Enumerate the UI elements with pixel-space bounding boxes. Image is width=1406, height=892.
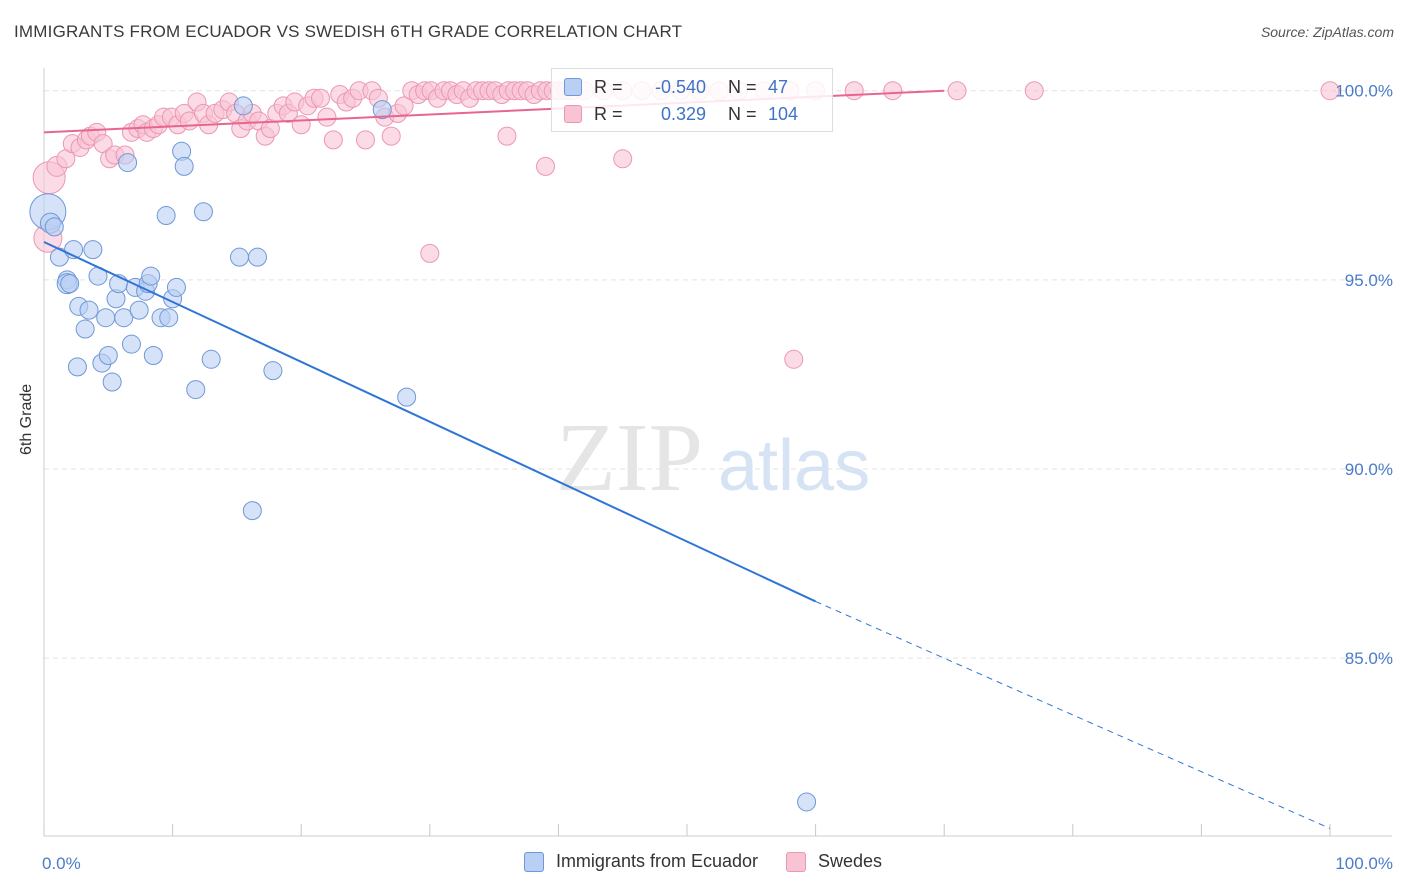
ecuador-point [129, 300, 149, 320]
ecuador-point [143, 346, 163, 366]
legend-item-ecuador[interactable]: Immigrants from Ecuador [523, 851, 758, 872]
chart-source: Source: ZipAtlas.com [1260, 24, 1394, 40]
ecuador-point [156, 206, 176, 226]
ecuador-point [79, 300, 99, 320]
swedes-point [291, 115, 311, 135]
legend-swatch-ecuador [564, 78, 582, 96]
watermark-zip: ZIP [556, 404, 703, 512]
legend-row-swedes: R = 0.329 N = 104 [564, 101, 798, 127]
watermark-atlas: atlas [718, 426, 870, 506]
y-tick-label: 85.0% [1345, 649, 1393, 668]
legend-n-label: N = [728, 76, 757, 97]
swedes-point [947, 81, 967, 101]
ecuador-point [247, 247, 267, 267]
swedes-point [323, 130, 343, 150]
legend-label-swedes: Swedes [818, 851, 883, 871]
ecuador-point [159, 308, 179, 328]
ecuador-point [118, 153, 138, 173]
ecuador-point [96, 308, 116, 328]
ecuador-point [174, 156, 194, 176]
ecuador-point [233, 96, 253, 116]
stats-legend: R = -0.540 N = 47 R = 0.329 N = 104 [551, 68, 833, 132]
watermark: ZIP atlas [556, 404, 870, 512]
ecuador-point [114, 308, 134, 328]
ecuador-point [60, 274, 80, 294]
ecuador-point [102, 372, 122, 392]
ecuador-point [372, 100, 392, 120]
x-tick-label: 0.0% [42, 854, 81, 873]
ecuador-point [797, 792, 817, 812]
swedes-point [317, 107, 337, 127]
ecuador-trend-extension [815, 600, 1331, 829]
legend-r-value: 0.329 [660, 103, 706, 124]
ecuador-point [121, 334, 141, 354]
swedes-point [784, 349, 804, 369]
legend-n-value: 47 [768, 76, 789, 97]
swedes-point [1320, 81, 1340, 101]
ecuador-trend-line [43, 241, 817, 603]
legend-swatch-swedes [786, 851, 806, 872]
legend-item-swedes[interactable]: Swedes [786, 851, 882, 872]
chart-title: IMMIGRANTS FROM ECUADOR VS SWEDISH 6TH G… [14, 22, 683, 41]
ecuador-point [83, 240, 103, 260]
legend-label-ecuador: Immigrants from Ecuador [555, 851, 758, 871]
swedes-point [310, 88, 330, 108]
ecuador-point [397, 387, 417, 407]
ecuador-point [186, 380, 206, 400]
ecuador-point [263, 361, 283, 381]
legend-swatch-swedes [564, 105, 582, 123]
x-tick-label: 100.0% [1335, 854, 1393, 873]
series-legend: Immigrants from Ecuador Swedes [0, 851, 1406, 872]
legend-r-value: -0.540 [654, 76, 706, 97]
y-tick-label: 100.0% [1335, 82, 1393, 101]
ecuador-points [29, 96, 817, 812]
swedes-point [883, 81, 903, 101]
swedes-point [356, 130, 375, 150]
ecuador-point [67, 357, 87, 377]
swedes-point [536, 156, 556, 176]
swedes-point [420, 243, 440, 263]
swedes-point [1024, 81, 1044, 101]
ecuador-point [166, 277, 186, 297]
legend-n-value: 104 [768, 103, 799, 124]
ecuador-point [193, 202, 213, 222]
ecuador-point [141, 266, 161, 286]
legend-r-label: R = [594, 103, 623, 124]
ecuador-point [201, 349, 221, 369]
ecuador-point [242, 501, 262, 521]
y-tick-label: 90.0% [1345, 460, 1393, 479]
legend-n-label: N = [728, 103, 757, 124]
swedes-point [844, 81, 864, 101]
ecuador-point [75, 319, 95, 339]
ecuador-point [98, 346, 118, 366]
tick-labels: 100.0% 95.0% 90.0% 85.0% 0.0% 100.0% [42, 82, 1393, 873]
swedes-point [381, 126, 401, 146]
y-tick-label: 95.0% [1345, 271, 1393, 290]
grid [44, 90, 1392, 659]
legend-swatch-ecuador [523, 851, 544, 872]
legend-r-label: R = [594, 76, 623, 97]
swedes-point [497, 126, 517, 146]
ecuador-point [44, 217, 64, 237]
swedes-point [613, 149, 633, 169]
legend-row-ecuador: R = -0.540 N = 47 [564, 74, 788, 100]
ecuador-point [229, 247, 249, 267]
